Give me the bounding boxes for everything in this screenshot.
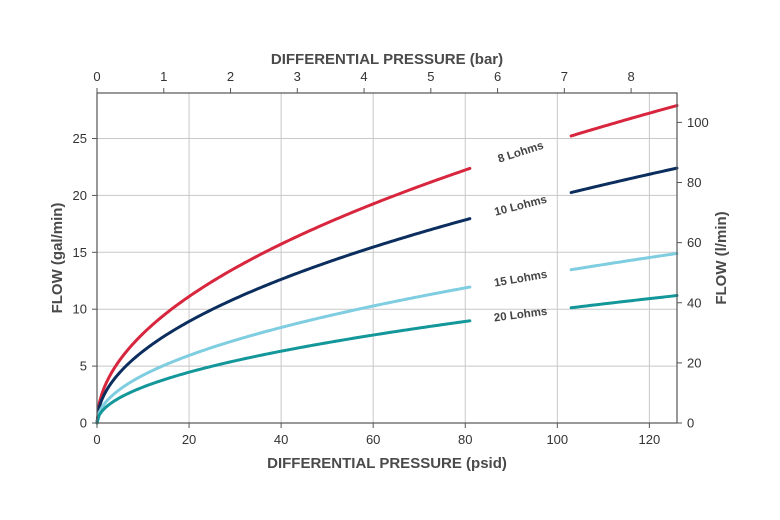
x2-axis-title: DIFFERENTIAL PRESSURE (bar) — [271, 51, 503, 68]
series-line-8-lohms — [95, 166, 472, 425]
y2-tick-label: 80 — [687, 175, 701, 190]
y2-tick-label: 20 — [687, 355, 701, 370]
plot-frame — [96, 92, 678, 424]
series-line-8-lohms — [569, 104, 679, 138]
x2-tick-label: 5 — [427, 69, 434, 84]
series-line-20-lohms — [569, 294, 679, 310]
x-tick-label: 20 — [182, 432, 196, 447]
y-tick-label: 5 — [80, 359, 87, 374]
series-line-10-lohms — [95, 217, 472, 425]
x2-tick-label: 6 — [494, 69, 501, 84]
x-tick-label: 120 — [639, 432, 661, 447]
series-label-8-lohms: 8 Lohms — [496, 140, 545, 166]
x-tick-label: 100 — [546, 432, 568, 447]
plot-border — [96, 92, 678, 424]
y-tick-label: 10 — [73, 302, 87, 317]
series-line-15-lohms — [95, 285, 472, 425]
x2-tick-label: 4 — [360, 69, 367, 84]
x-tick-label: 60 — [366, 432, 380, 447]
y-tick-label: 0 — [80, 416, 87, 431]
x2-tick-label: 1 — [160, 69, 167, 84]
y-tick-label: 20 — [73, 188, 87, 203]
y2-tick-label: 40 — [687, 295, 701, 310]
series-lines — [95, 104, 679, 425]
series-line-15-lohms — [569, 251, 679, 272]
series-labels: 8 Lohms 10 Lohms 15 Lohms 20 Lohms — [493, 140, 548, 325]
x-tick-label: 0 — [93, 432, 100, 447]
y2-axis-title: FLOW (l/min) — [713, 211, 730, 304]
x2-tick-label: 2 — [227, 69, 234, 84]
x2-tick-label: 8 — [627, 69, 634, 84]
series-label-15-lohms: 15 Lohms — [493, 269, 548, 290]
y2-tick-label: 100 — [687, 115, 709, 130]
x-tick-label: 80 — [458, 432, 472, 447]
series-line-20-lohms — [95, 319, 472, 425]
series-label-20-lohms: 20 Lohms — [493, 306, 548, 325]
series-line-10-lohms — [569, 166, 679, 195]
y2-tick-label: 60 — [687, 235, 701, 250]
y-tick-label: 25 — [73, 131, 87, 146]
x2-tick-label: 0 — [93, 69, 100, 84]
y-axis-title: FLOW (gal/min) — [49, 203, 66, 314]
x-axis-title: DIFFERENTIAL PRESSURE (psid) — [267, 455, 507, 472]
series-label-10-lohms: 10 Lohms — [493, 194, 548, 219]
y2-tick-label: 0 — [687, 416, 694, 431]
y-tick-label: 15 — [73, 245, 87, 260]
x2-tick-label: 3 — [294, 69, 301, 84]
x-tick-label: 40 — [274, 432, 288, 447]
x2-tick-label: 7 — [561, 69, 568, 84]
